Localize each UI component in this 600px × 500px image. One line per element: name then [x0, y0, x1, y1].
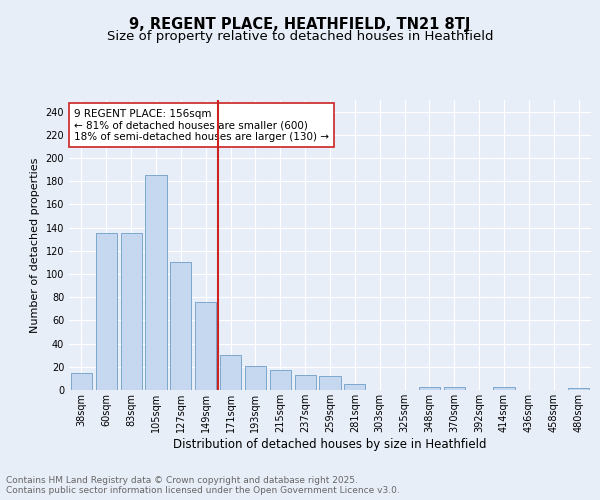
Bar: [145, 176, 167, 390]
Bar: [493, 386, 515, 390]
Y-axis label: Number of detached properties: Number of detached properties: [30, 158, 40, 332]
Bar: [96, 234, 117, 390]
Bar: [419, 386, 440, 390]
Bar: [295, 375, 316, 390]
Bar: [195, 302, 216, 390]
Bar: [220, 355, 241, 390]
Bar: [71, 372, 92, 390]
Bar: [170, 262, 191, 390]
Text: Size of property relative to detached houses in Heathfield: Size of property relative to detached ho…: [107, 30, 493, 43]
Bar: [568, 388, 589, 390]
Bar: [344, 384, 365, 390]
Text: 9 REGENT PLACE: 156sqm
← 81% of detached houses are smaller (600)
18% of semi-de: 9 REGENT PLACE: 156sqm ← 81% of detached…: [74, 108, 329, 142]
Text: 9, REGENT PLACE, HEATHFIELD, TN21 8TJ: 9, REGENT PLACE, HEATHFIELD, TN21 8TJ: [130, 18, 470, 32]
X-axis label: Distribution of detached houses by size in Heathfield: Distribution of detached houses by size …: [173, 438, 487, 450]
Bar: [245, 366, 266, 390]
Bar: [121, 234, 142, 390]
Bar: [444, 386, 465, 390]
Text: Contains HM Land Registry data © Crown copyright and database right 2025.
Contai: Contains HM Land Registry data © Crown c…: [6, 476, 400, 495]
Bar: [270, 370, 291, 390]
Bar: [319, 376, 341, 390]
